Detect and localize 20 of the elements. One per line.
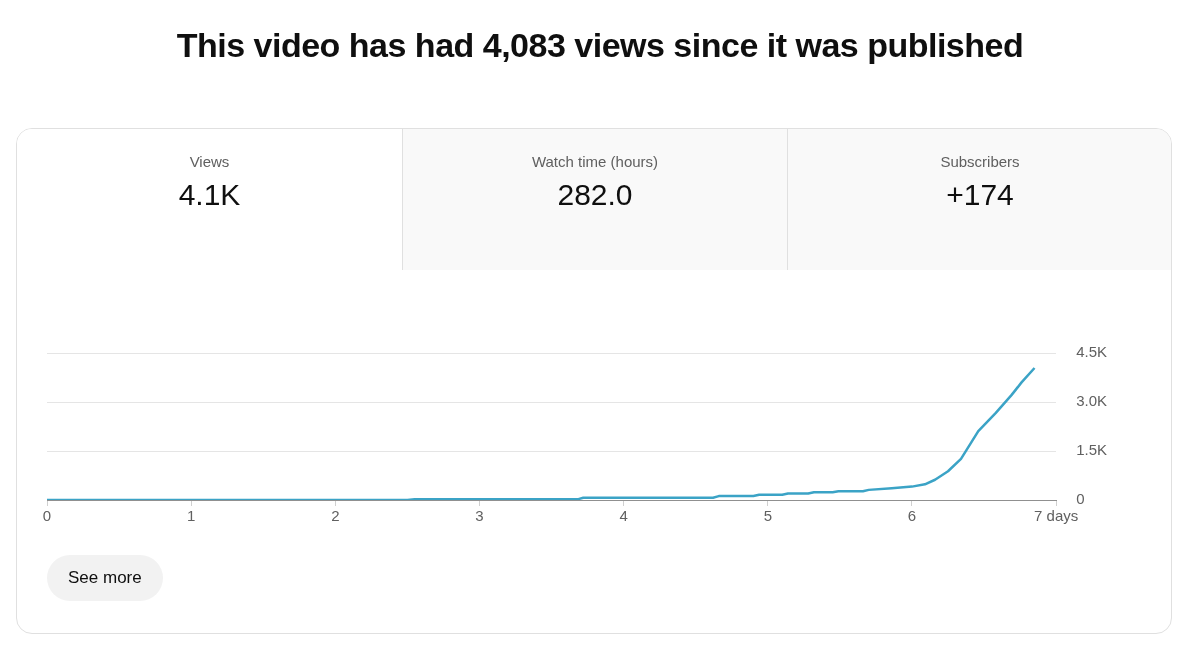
x-tick-label: 5 (763, 507, 772, 525)
text: Watch time (hours) (530, 153, 660, 170)
x-tick-label: 4 (619, 507, 628, 525)
y-tick-label: 1.5K (1076, 441, 1107, 459)
x-tick-label: 2 (331, 507, 340, 525)
y-tick-label: 3.0K (1076, 392, 1107, 410)
x-tick-label: 7 days (1034, 507, 1079, 525)
x-tick-label: 6 (907, 507, 917, 525)
text: See more (47, 555, 163, 601)
y-tick-label: 0 (1076, 490, 1085, 508)
x-tick-label: 1 (186, 507, 196, 525)
text: +174 (945, 178, 1015, 212)
x-tick-label: 0 (42, 507, 52, 525)
y-tick-label: 4.5K (1076, 343, 1107, 361)
text: Subscribers (939, 153, 1021, 170)
text: Views (188, 153, 231, 170)
chart-title: This video has had 4,083 views since it was published (175, 26, 1025, 65)
text: 282.0 (556, 178, 634, 212)
x-tick-label: 3 (475, 507, 484, 525)
text: 4.1K (177, 178, 242, 212)
